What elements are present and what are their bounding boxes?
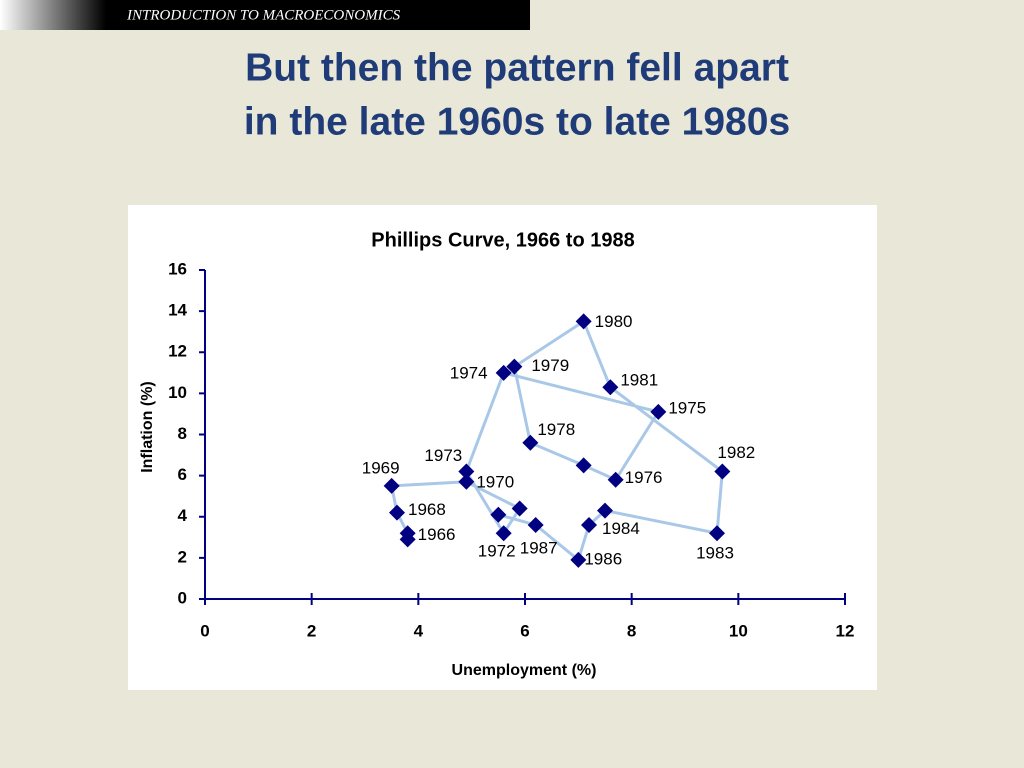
data-point [511,500,528,517]
data-point [597,502,613,519]
x-tick-label: 4 [414,621,424,640]
data-point [527,516,544,533]
point-label: 1979 [531,356,569,375]
y-tick-label: 10 [168,383,187,402]
point-label: 1969 [362,458,400,477]
y-tick-label: 6 [178,465,187,484]
y-tick-label: 4 [178,506,188,525]
x-tick-label: 2 [307,621,316,640]
point-label: 1982 [717,443,755,462]
x-axis-label: Unemployment (%) [452,662,597,679]
data-point [581,516,597,533]
point-label: 1974 [450,363,488,382]
data-point [383,477,400,494]
x-tick-label: 12 [836,621,855,640]
chart-title: Phillips Curve, 1966 to 1988 [371,229,634,251]
data-point [522,434,539,451]
data-point [458,463,475,480]
data-point [506,358,523,375]
point-label: 1973 [424,446,462,465]
point-label: 1968 [408,500,446,519]
y-tick-label: 14 [168,301,187,320]
data-point [399,525,416,542]
data-point [490,506,507,523]
data-point [575,457,592,474]
header-bar [0,0,530,30]
x-tick-label: 6 [520,621,529,640]
y-tick-label: 2 [178,547,187,566]
data-point [650,403,667,420]
point-label: 1983 [696,544,734,563]
x-tick-label: 0 [200,621,209,640]
data-point [389,504,405,521]
data-point [602,379,619,396]
point-label: 1978 [537,420,575,439]
data-point [458,473,475,490]
data-point [495,364,512,381]
point-label: 1980 [595,312,633,331]
y-tick-label: 8 [178,424,187,443]
point-label: 1970 [476,472,514,491]
x-tick-label: 8 [627,621,636,640]
x-tick-label: 10 [729,621,748,640]
data-point [607,471,624,488]
point-label: 1984 [602,519,640,538]
point-label: 1987 [520,538,558,557]
point-label: 1975 [668,398,706,417]
slide-title: But then the pattern fell apart [245,46,789,89]
point-label: 1972 [478,542,516,561]
y-tick-label: 0 [178,588,187,607]
point-label: 1981 [620,371,658,390]
header-text: INTRODUCTION TO MACROECONOMICS [126,7,401,23]
data-point [709,525,725,542]
point-label: 1986 [584,549,622,568]
point-label: 1966 [418,525,456,544]
slide-title: in the late 1960s to late 1980s [244,100,790,143]
data-point [495,525,512,542]
y-tick-label: 12 [168,342,187,361]
data-point [714,463,731,480]
chart-area [128,205,877,690]
data-point [575,313,592,330]
y-axis-label: Inflation (%) [139,381,156,473]
data-point [570,551,587,568]
y-tick-label: 16 [168,259,187,278]
point-label: 1976 [625,468,663,487]
